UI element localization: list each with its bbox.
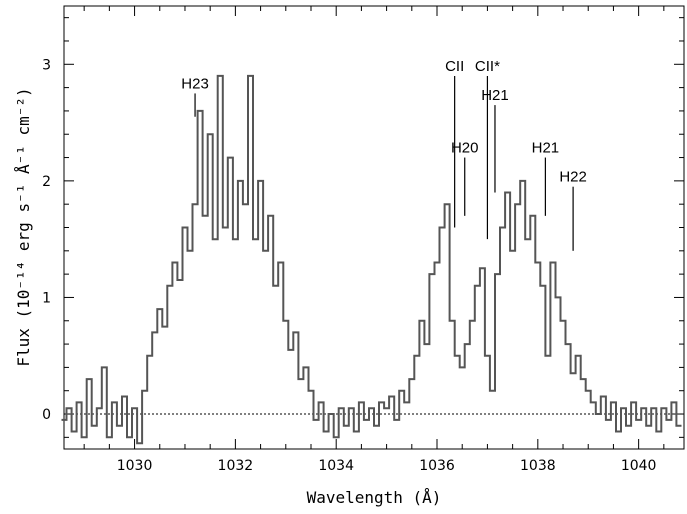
- y-tick-label: 3: [42, 57, 51, 73]
- annotation-label-cii: CII*: [475, 58, 500, 75]
- x-axis-label: Wavelength (Å): [307, 488, 442, 507]
- x-tick-label: 1036: [419, 458, 455, 474]
- annotation-label-h21: H21: [481, 87, 509, 104]
- x-tick-label: 1030: [117, 458, 153, 474]
- x-tick-label: 1034: [318, 458, 354, 474]
- y-tick-label: 1: [42, 290, 51, 306]
- y-tick-label: 2: [42, 174, 51, 190]
- x-tick-label: 1032: [218, 458, 254, 474]
- y-tick-label: 0: [42, 407, 51, 423]
- annotation-label-h23: H23: [181, 75, 209, 92]
- annotation-label-h22: H22: [559, 169, 587, 186]
- annotation-label-h20: H20: [451, 140, 479, 157]
- plot-frame: [63, 5, 685, 450]
- annotation-label-cii: CII: [445, 58, 464, 75]
- y-axis-label: Flux (10⁻¹⁴ erg s⁻¹ Å⁻¹ cm⁻²): [14, 87, 33, 366]
- x-tick-label: 1038: [520, 458, 556, 474]
- axis-tick-labels: 1030 1032 1034 1036 1038 1040 0 1 2 3: [42, 57, 656, 474]
- annotation-label-h21: H21: [532, 140, 560, 157]
- x-tick-label: 1040: [621, 458, 657, 474]
- axis-ticks: [64, 6, 684, 449]
- spectrum-series-line: [61, 74, 682, 445]
- line-annotations: H23 CII CII* H20 H21 H21 H22: [181, 58, 587, 251]
